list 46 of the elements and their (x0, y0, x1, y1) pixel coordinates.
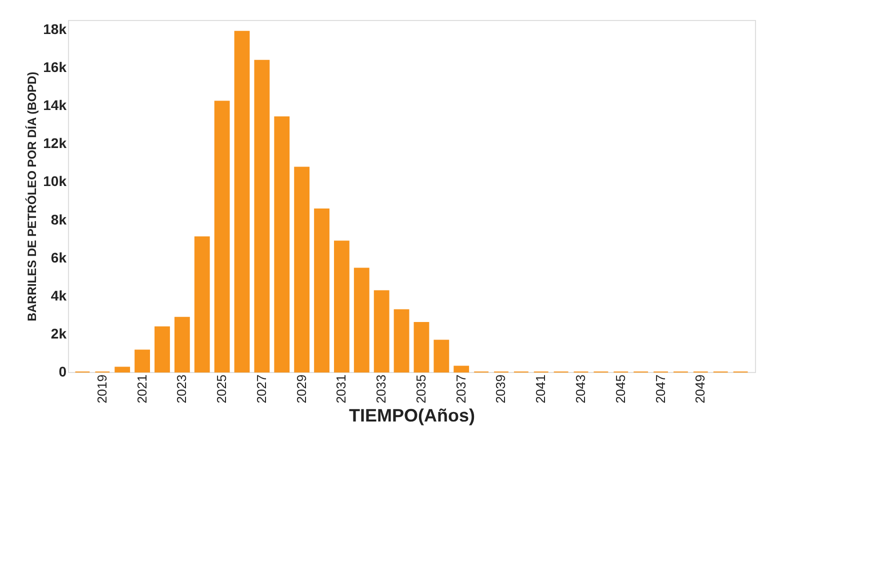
y-tick-label: 8k (50, 211, 67, 228)
x-tick-label: 2047 (652, 374, 668, 404)
bar (394, 309, 410, 372)
x-tick-label: 2045 (612, 374, 628, 404)
x-tick-label: 2019 (94, 374, 110, 404)
bar (314, 208, 330, 372)
bar (114, 366, 130, 372)
bar (234, 30, 250, 372)
bar (274, 116, 290, 372)
y-tick-label: 2k (50, 325, 67, 342)
y-tick-label: 18k (43, 21, 67, 38)
y-axis-title: BARRILES DE PETRÓLEO POR DÍA (BOPD) (25, 72, 40, 322)
x-tick-label: 2043 (573, 374, 588, 404)
x-tick-label: 2029 (294, 374, 309, 404)
x-tick-label: 2033 (374, 374, 389, 404)
x-axis-title: TIEMPO(Años) (349, 405, 475, 426)
x-tick-label: 2027 (254, 374, 269, 404)
bar (294, 166, 310, 372)
x-tick-label: 2025 (214, 374, 230, 404)
x-tick-label: 2049 (692, 374, 708, 404)
bar (174, 316, 190, 372)
bar (454, 366, 470, 372)
bar (414, 322, 430, 372)
x-tick-label: 2039 (493, 374, 508, 404)
x-tick-label: 2023 (174, 374, 190, 404)
bar (374, 290, 390, 372)
bar (194, 236, 210, 372)
bar (254, 60, 270, 372)
x-tick-label: 2031 (334, 374, 349, 404)
x-tick-label: 2021 (134, 374, 150, 404)
bar (354, 268, 370, 372)
x-tick-label: 2041 (533, 374, 548, 404)
x-tick-label: 2035 (413, 374, 428, 404)
bar (434, 340, 450, 372)
bar (214, 100, 230, 372)
y-tick-label: 6k (50, 249, 67, 266)
y-tick-label: 10k (43, 173, 67, 190)
y-tick-label: 4k (50, 287, 67, 304)
bar (154, 326, 170, 372)
bar (334, 240, 350, 372)
y-tick-label: 0 (58, 364, 67, 380)
y-tick-label: 14k (43, 97, 67, 114)
y-tick-label: 16k (43, 59, 67, 76)
bar (134, 350, 150, 372)
x-tick-label: 2037 (453, 374, 468, 404)
y-tick-label: 12k (43, 135, 67, 152)
